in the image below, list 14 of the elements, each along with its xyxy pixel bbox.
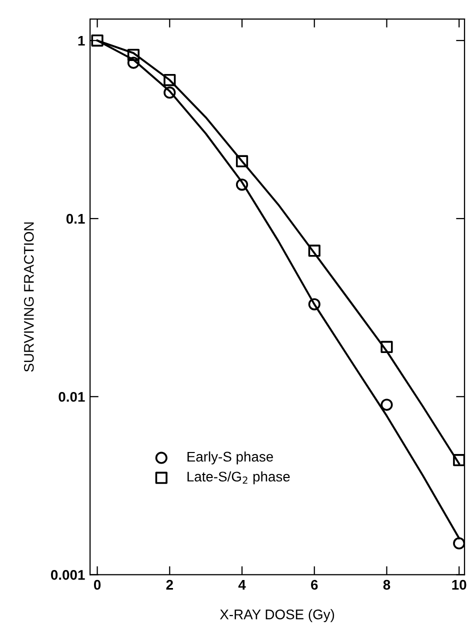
x-tick-label: 4 [238,580,246,590]
legend-label: Early-S phase [188,451,273,464]
legend-label: Late-S/G$_{2}$ phase [188,471,290,484]
x-tick-label: 6 [311,580,318,590]
x-tick-label: 0 [94,580,101,590]
y-tick-label: 0.001 [50,570,85,580]
x-axis-title: X-RAY DOSE (Gy) [220,609,334,622]
y-tick-label: 1 [78,36,85,46]
y-axis-title: SURVIVING FRACTION [24,222,34,372]
y-tick-label: 0.1 [66,214,85,224]
x-tick-label: 10 [452,580,466,590]
x-tick-label: 2 [166,580,173,590]
x-tick-label: 8 [383,580,390,590]
y-tick-label: 0.01 [58,392,85,402]
